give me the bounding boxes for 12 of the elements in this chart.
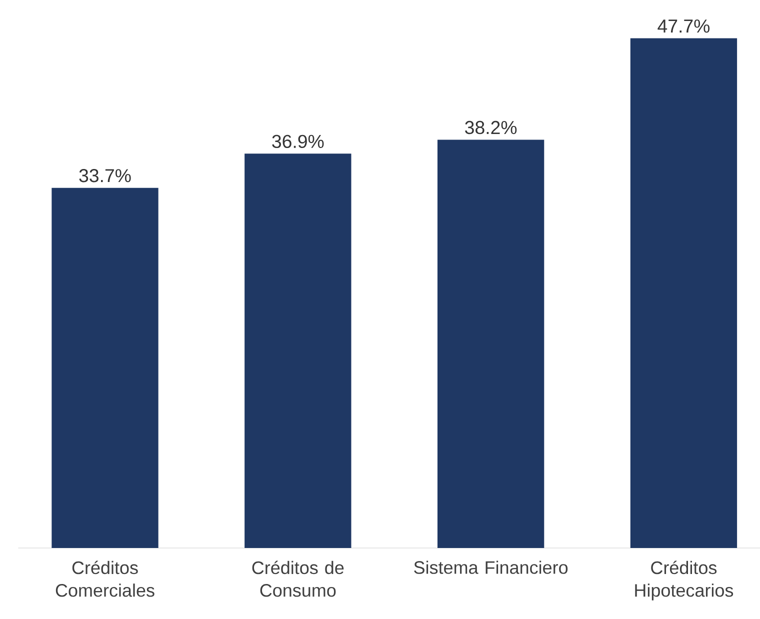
data-label: 38.2% (465, 120, 517, 134)
bar (630, 38, 738, 548)
data-label: 36.9% (272, 134, 324, 148)
data-label: 47.7% (658, 20, 710, 33)
x-tick-label: Créditos de Consumo (252, 560, 344, 597)
data-label: 33.7% (79, 169, 131, 182)
x-tick-label: Créditos Hipotecarios (635, 560, 734, 600)
x-tick-label: Créditos Comerciales (56, 560, 154, 597)
bar (244, 154, 352, 548)
bar (52, 188, 158, 548)
x-tick-label: Sistema Financiero (414, 560, 568, 574)
bar (437, 140, 544, 548)
